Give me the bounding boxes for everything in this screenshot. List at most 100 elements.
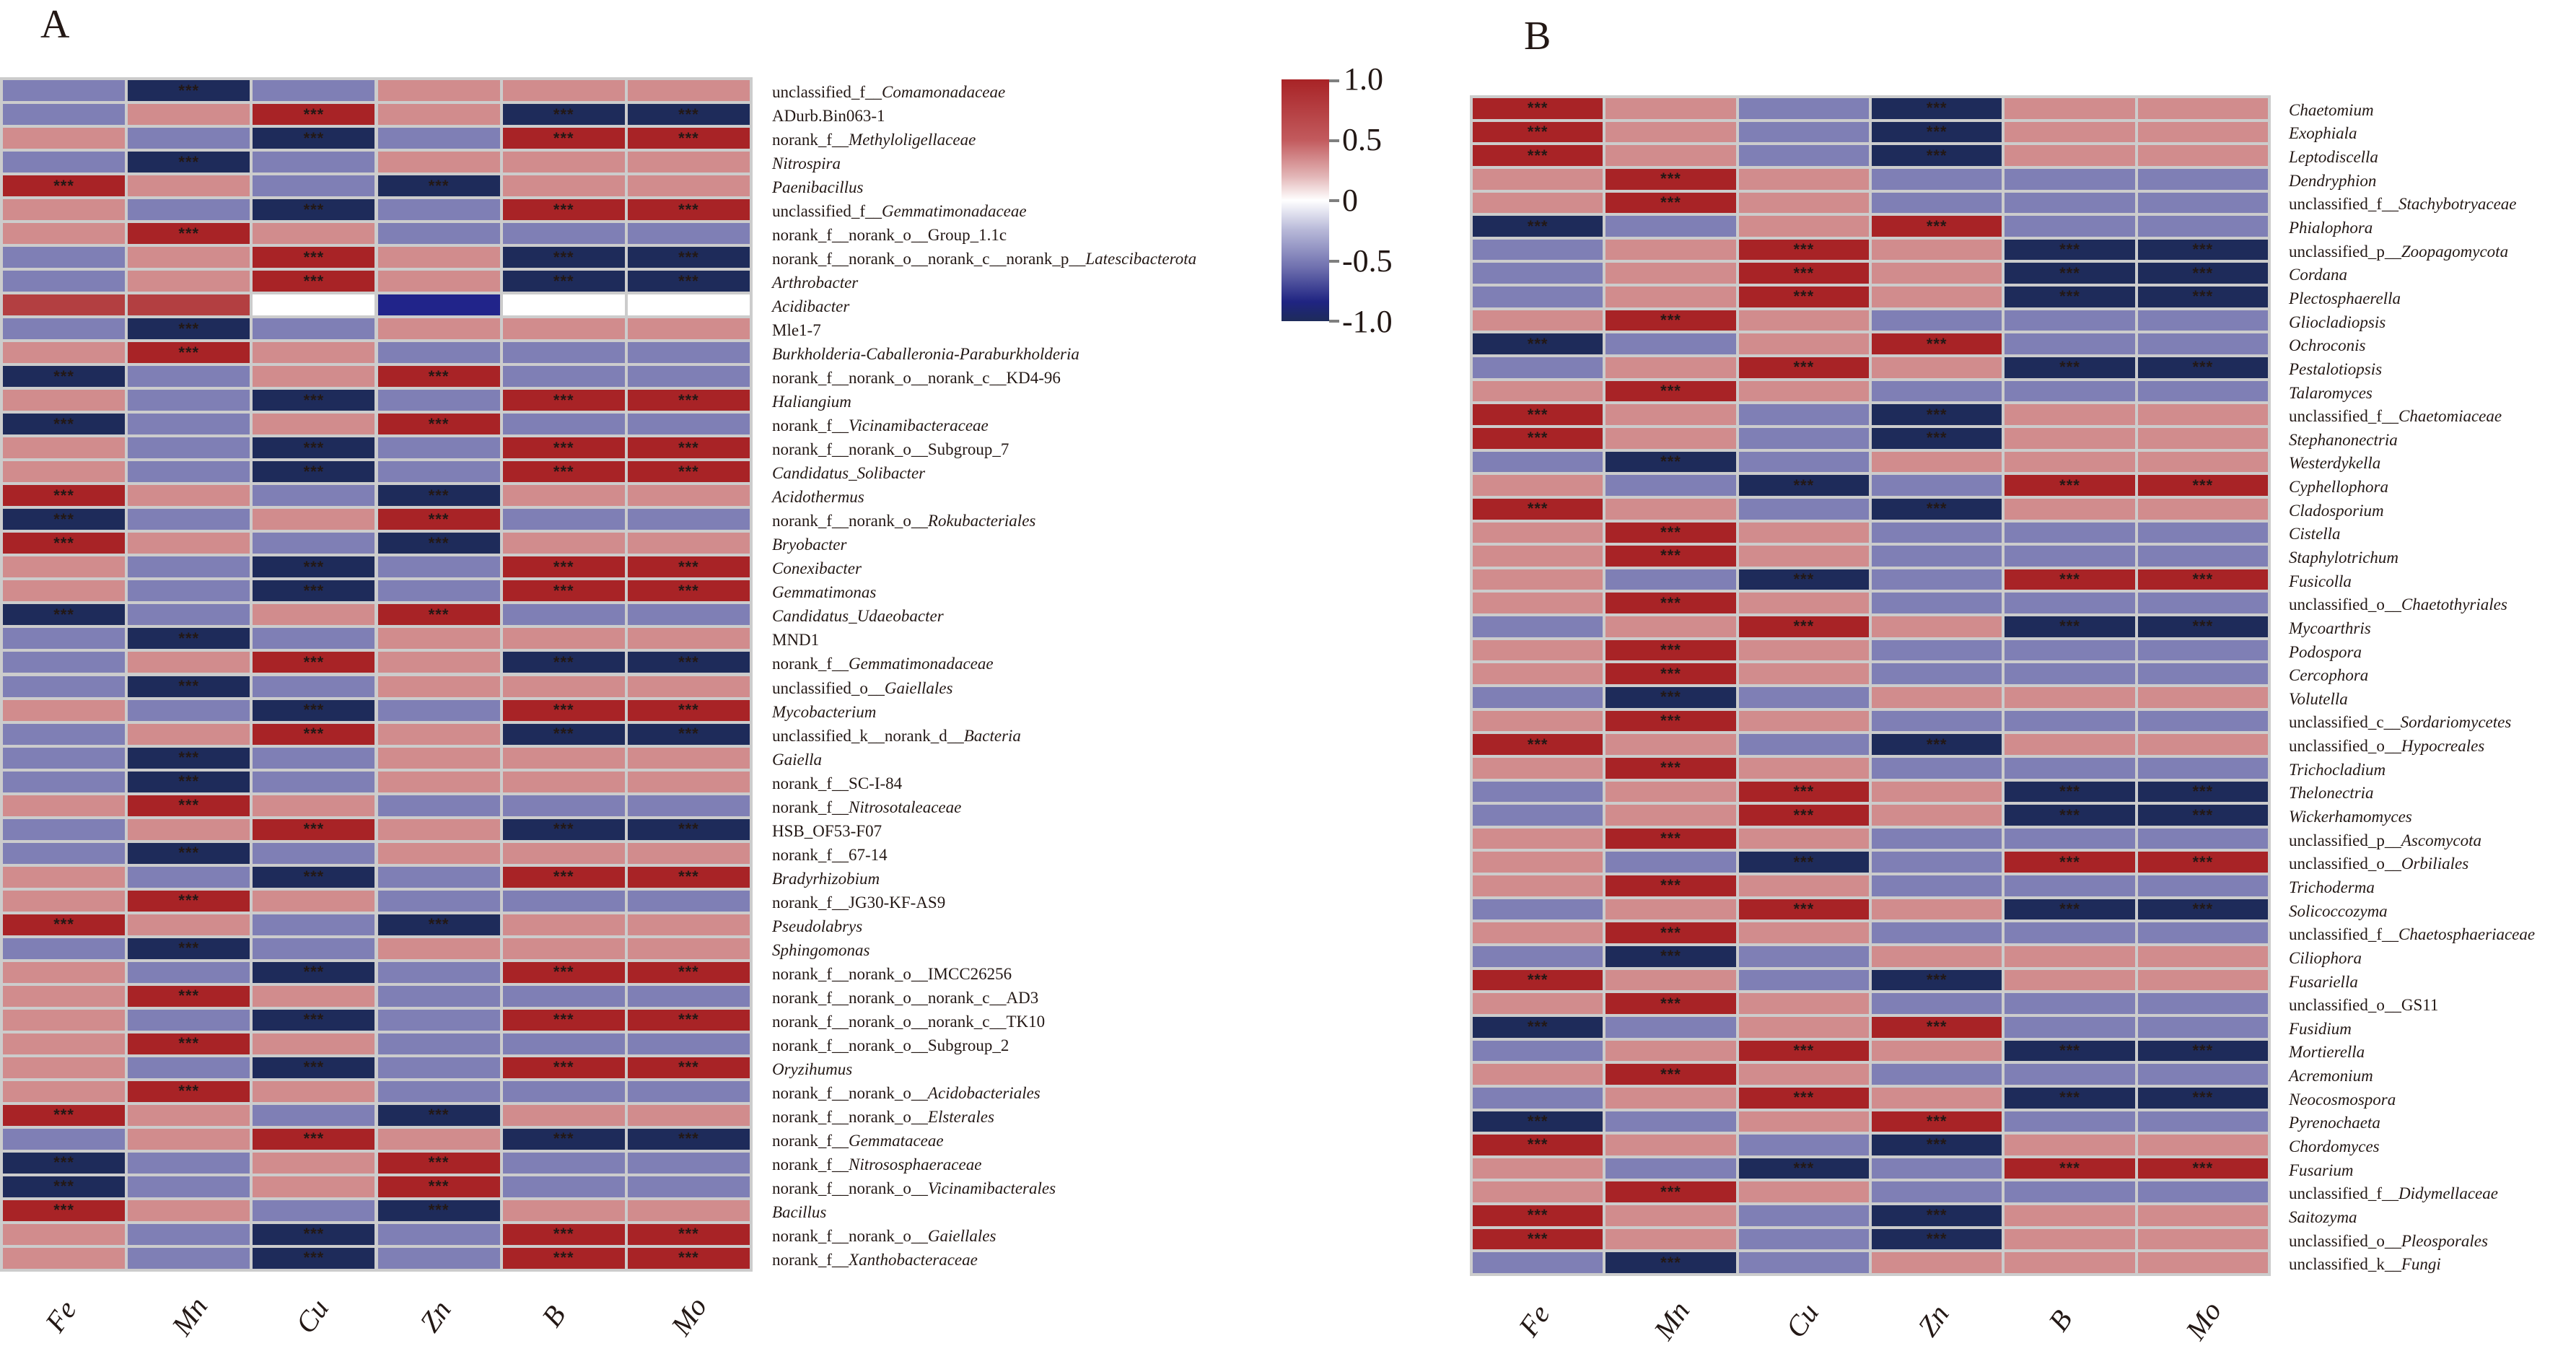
row-label: Chordomyces [2289, 1137, 2380, 1155]
heatmap-cell [502, 175, 625, 197]
column-label: Mn [1647, 1295, 1696, 1346]
heatmap-cell [2005, 734, 2135, 755]
heatmap-cell [1872, 593, 2002, 614]
heatmap-cell [2137, 875, 2268, 896]
heatmap-cell [1738, 687, 1869, 708]
heatmap-cell [2137, 734, 2268, 755]
heatmap-cell [502, 676, 625, 697]
heatmap-cell: *** [1473, 1205, 1603, 1226]
heatmap-cell [2005, 1181, 2135, 1203]
heatmap-cell: *** [253, 1057, 375, 1078]
row-label: Acidibacter [772, 297, 850, 316]
heatmap-cell [627, 1033, 750, 1054]
heatmap-cell [2005, 498, 2135, 520]
heatmap-cell [377, 866, 500, 888]
heatmap-cell [627, 842, 750, 864]
heatmap-cell [1872, 1158, 2002, 1179]
heatmap-cell [2005, 216, 2135, 237]
heatmap-cell [1605, 498, 1736, 520]
heatmap-cell: *** [2005, 1040, 2135, 1062]
heatmap-cell [253, 152, 375, 173]
heatmap-cell [1738, 1016, 1869, 1038]
heatmap-cell [2005, 380, 2135, 402]
heatmap-cell [2137, 1228, 2268, 1250]
heatmap-cell [1473, 357, 1603, 378]
heatmap-cell [1738, 145, 1869, 166]
heatmap-cell: *** [2137, 781, 2268, 803]
heatmap-cell [377, 342, 500, 364]
heatmap-cell [2005, 969, 2135, 991]
heatmap-cell [502, 1080, 625, 1102]
row-label: norank_f__norank_o__Acidobacteriales [772, 1083, 1041, 1102]
heatmap-cell [1872, 852, 2002, 873]
heatmap-cell: *** [1605, 922, 1736, 944]
row-label: Trichocladium [2289, 760, 2386, 779]
heatmap-cell [2137, 1205, 2268, 1226]
heatmap-cell: *** [377, 366, 500, 388]
heatmap-cell: *** [502, 818, 625, 840]
heatmap-cell [1872, 475, 2002, 496]
heatmap-cell [253, 1080, 375, 1102]
row-label: Oryzihumus [772, 1059, 853, 1078]
heatmap-cell: *** [1872, 969, 2002, 991]
heatmap-cell [128, 390, 250, 411]
heatmap-cell [1872, 946, 2002, 967]
heatmap-cell [128, 961, 250, 983]
heatmap-cell [1605, 1228, 1736, 1250]
heatmap-cell [1473, 451, 1603, 473]
heatmap-cell [1738, 498, 1869, 520]
heatmap-cell: *** [1872, 145, 2002, 166]
heatmap-cell [1473, 805, 1603, 826]
heatmap-cell: *** [502, 271, 625, 292]
heatmap-cell [3, 247, 126, 268]
heatmap-cell: *** [1605, 546, 1736, 567]
heatmap-cell [253, 318, 375, 340]
heatmap-cell [2005, 710, 2135, 732]
heatmap-cell [1872, 663, 2002, 684]
heatmap-cell [377, 1128, 500, 1150]
row-label: Mle1-7 [772, 321, 821, 340]
row-label: Gaiella [772, 750, 822, 769]
column-label: Mn [165, 1290, 214, 1342]
heatmap-cell [502, 294, 625, 316]
row-label: Solicoccozyma [2289, 901, 2388, 920]
row-label: norank_f__Methyloligellaceae [772, 131, 976, 149]
heatmap-cell [128, 414, 250, 435]
row-label: Pyrenochaeta [2289, 1114, 2380, 1132]
heatmap-cell [1872, 710, 2002, 732]
heatmap-cell [253, 342, 375, 364]
heatmap-cell [1605, 404, 1736, 425]
heatmap-cell [128, 1223, 250, 1245]
row-label: Gliocladiopsis [2289, 313, 2386, 331]
heatmap-cell: *** [1872, 404, 2002, 425]
row-label: Bryobacter [772, 536, 847, 554]
row-label: unclassified_f__Gemmatimonadaceae [772, 202, 1027, 221]
row-label: norank_f__JG30-KF-AS9 [772, 893, 946, 912]
heatmap-cell [627, 890, 750, 912]
heatmap-cell [627, 533, 750, 554]
row-label: Cyphellophora [2289, 478, 2388, 497]
row-label: Conexibacter [772, 559, 862, 578]
row-label: norank_f__norank_o__Elsterales [772, 1107, 994, 1126]
heatmap-cell [1473, 1252, 1603, 1273]
row-label: norank_f__norank_o__IMCC26256 [772, 964, 1012, 983]
heatmap-cell [1605, 969, 1736, 991]
row-label: Acremonium [2289, 1067, 2373, 1085]
heatmap-cell: *** [2005, 781, 2135, 803]
heatmap-cell: *** [253, 461, 375, 483]
heatmap-cell: *** [128, 342, 250, 364]
heatmap-cell [627, 152, 750, 173]
heatmap-cell [1473, 168, 1603, 190]
heatmap-cell: *** [1872, 333, 2002, 355]
heatmap-cell: *** [1473, 427, 1603, 449]
heatmap-cell: *** [502, 437, 625, 459]
row-label: unclassified_o__Hypocreales [2289, 737, 2485, 756]
heatmap-cell: *** [253, 104, 375, 126]
heatmap-cell [1605, 1016, 1736, 1038]
heatmap-cell [502, 80, 625, 102]
heatmap-cell: *** [1605, 310, 1736, 331]
heatmap-cell [2005, 168, 2135, 190]
heatmap-cell [377, 104, 500, 126]
column-label: Cu [1779, 1297, 1825, 1344]
heatmap-cell [1605, 569, 1736, 590]
